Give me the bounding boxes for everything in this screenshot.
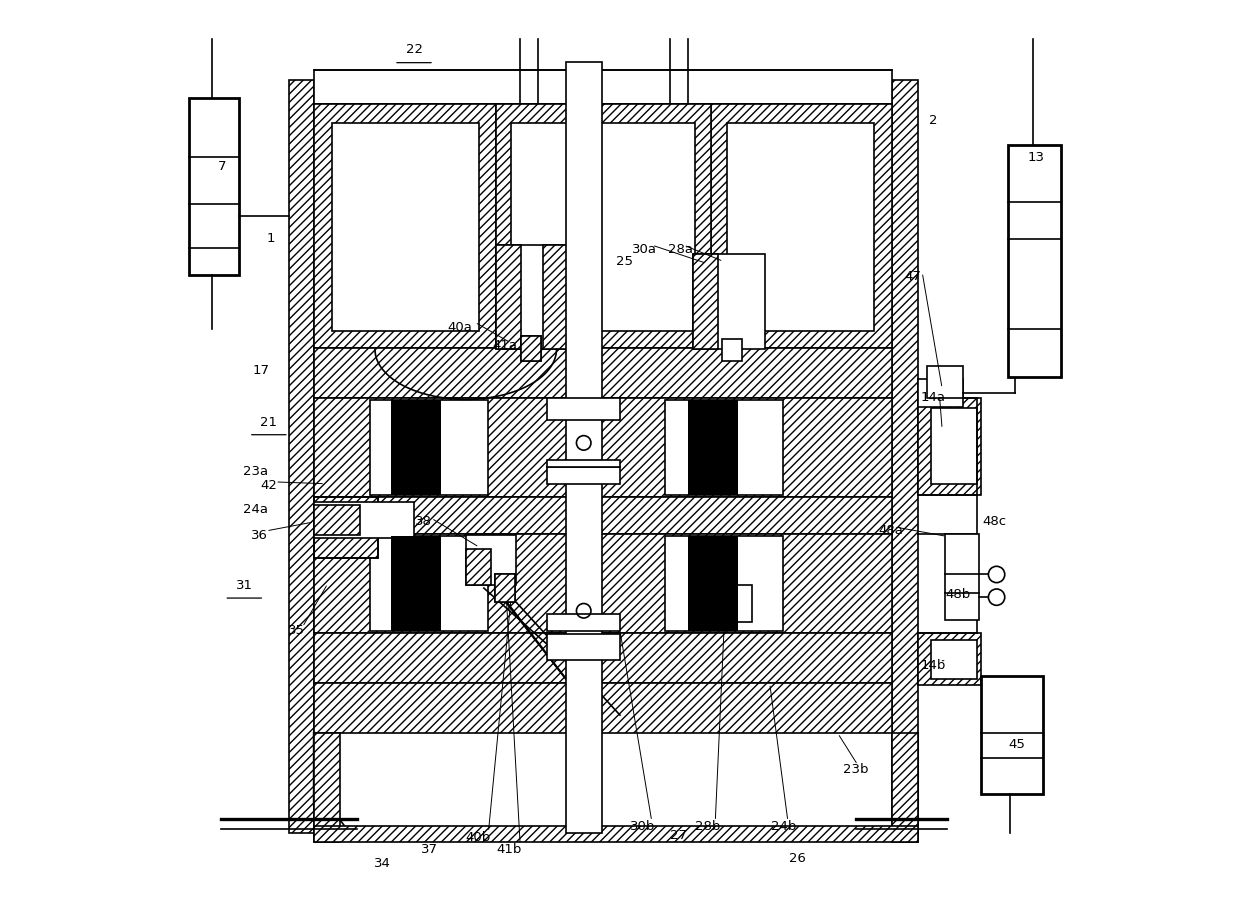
Bar (722, 339, 742, 362)
Text: 48c: 48c (983, 515, 1007, 529)
Bar (918, 380, 963, 406)
Bar (371, 400, 489, 495)
Bar (314, 826, 918, 842)
Text: 28b: 28b (696, 820, 720, 834)
Bar (496, 104, 711, 348)
Bar (666, 536, 784, 631)
Bar (945, 533, 980, 620)
Text: 23a: 23a (243, 466, 268, 478)
Bar (314, 498, 378, 558)
Text: 13: 13 (1027, 151, 1044, 163)
Bar (521, 336, 541, 362)
Bar (496, 245, 568, 350)
Text: 36: 36 (252, 529, 268, 542)
Text: 28a: 28a (668, 243, 693, 257)
Text: 22: 22 (405, 44, 423, 57)
Bar (981, 677, 1043, 794)
Bar (314, 683, 893, 733)
Bar (727, 122, 874, 331)
Bar (1008, 145, 1061, 377)
Text: 41a: 41a (492, 340, 517, 352)
Text: 1: 1 (267, 232, 275, 246)
Text: 21: 21 (260, 415, 278, 428)
Text: 47: 47 (905, 270, 921, 283)
Text: 48a: 48a (878, 524, 903, 538)
Bar (314, 502, 414, 538)
Bar (893, 733, 918, 842)
Text: 17: 17 (253, 363, 270, 377)
Text: 14b: 14b (920, 658, 946, 672)
Text: 25: 25 (616, 255, 634, 268)
Bar (314, 505, 360, 535)
Text: 24b: 24b (770, 820, 796, 834)
Bar (314, 498, 378, 558)
Bar (314, 348, 893, 397)
Bar (466, 549, 491, 585)
Bar (565, 62, 601, 833)
Text: 34: 34 (373, 856, 391, 869)
Bar (893, 80, 918, 833)
Bar (334, 127, 494, 249)
Bar (711, 104, 893, 348)
Bar (314, 397, 893, 498)
Text: 35: 35 (288, 624, 305, 637)
Bar (693, 254, 718, 350)
Bar (392, 400, 441, 495)
Bar (495, 574, 515, 602)
Text: 37: 37 (420, 843, 438, 855)
Bar (495, 574, 515, 602)
Bar (521, 336, 541, 362)
Bar (707, 585, 751, 622)
Bar (709, 127, 868, 249)
Bar (926, 366, 963, 397)
Bar (693, 254, 765, 350)
Text: 40b: 40b (465, 831, 490, 845)
Bar (688, 400, 738, 495)
Bar (188, 98, 239, 275)
Bar (371, 536, 489, 631)
Bar (547, 397, 620, 420)
Text: 41b: 41b (496, 843, 522, 855)
Bar (314, 533, 893, 634)
Text: 48b: 48b (946, 588, 971, 601)
Text: 38: 38 (414, 515, 432, 529)
Bar (332, 122, 480, 331)
Bar (931, 408, 977, 484)
Bar (547, 614, 620, 631)
Bar (931, 640, 977, 679)
Text: 7: 7 (218, 160, 227, 173)
Text: 45: 45 (1008, 738, 1025, 750)
Bar (314, 634, 893, 683)
Bar (547, 467, 620, 484)
Bar (392, 536, 441, 631)
Bar (918, 397, 981, 495)
Bar (543, 245, 568, 350)
Text: 14a: 14a (920, 391, 946, 404)
Bar (666, 400, 784, 495)
Bar (314, 498, 893, 533)
Bar (314, 733, 340, 842)
Text: 30a: 30a (632, 243, 657, 257)
Bar (688, 536, 738, 631)
Bar (511, 122, 696, 331)
Bar (289, 80, 314, 833)
Bar (547, 460, 620, 467)
Bar (547, 635, 620, 660)
Text: 23b: 23b (843, 763, 869, 776)
Text: 31: 31 (236, 579, 253, 592)
Text: 2: 2 (929, 114, 937, 127)
Text: 27: 27 (671, 829, 687, 843)
Bar (314, 70, 893, 104)
Text: 26: 26 (789, 852, 806, 865)
Text: 30b: 30b (630, 820, 656, 834)
Text: 40a: 40a (446, 321, 471, 334)
Text: 24a: 24a (243, 503, 268, 516)
Bar (466, 535, 516, 585)
Bar (918, 634, 981, 685)
Text: 42: 42 (260, 479, 278, 492)
Bar (496, 245, 521, 350)
Bar (314, 104, 496, 348)
